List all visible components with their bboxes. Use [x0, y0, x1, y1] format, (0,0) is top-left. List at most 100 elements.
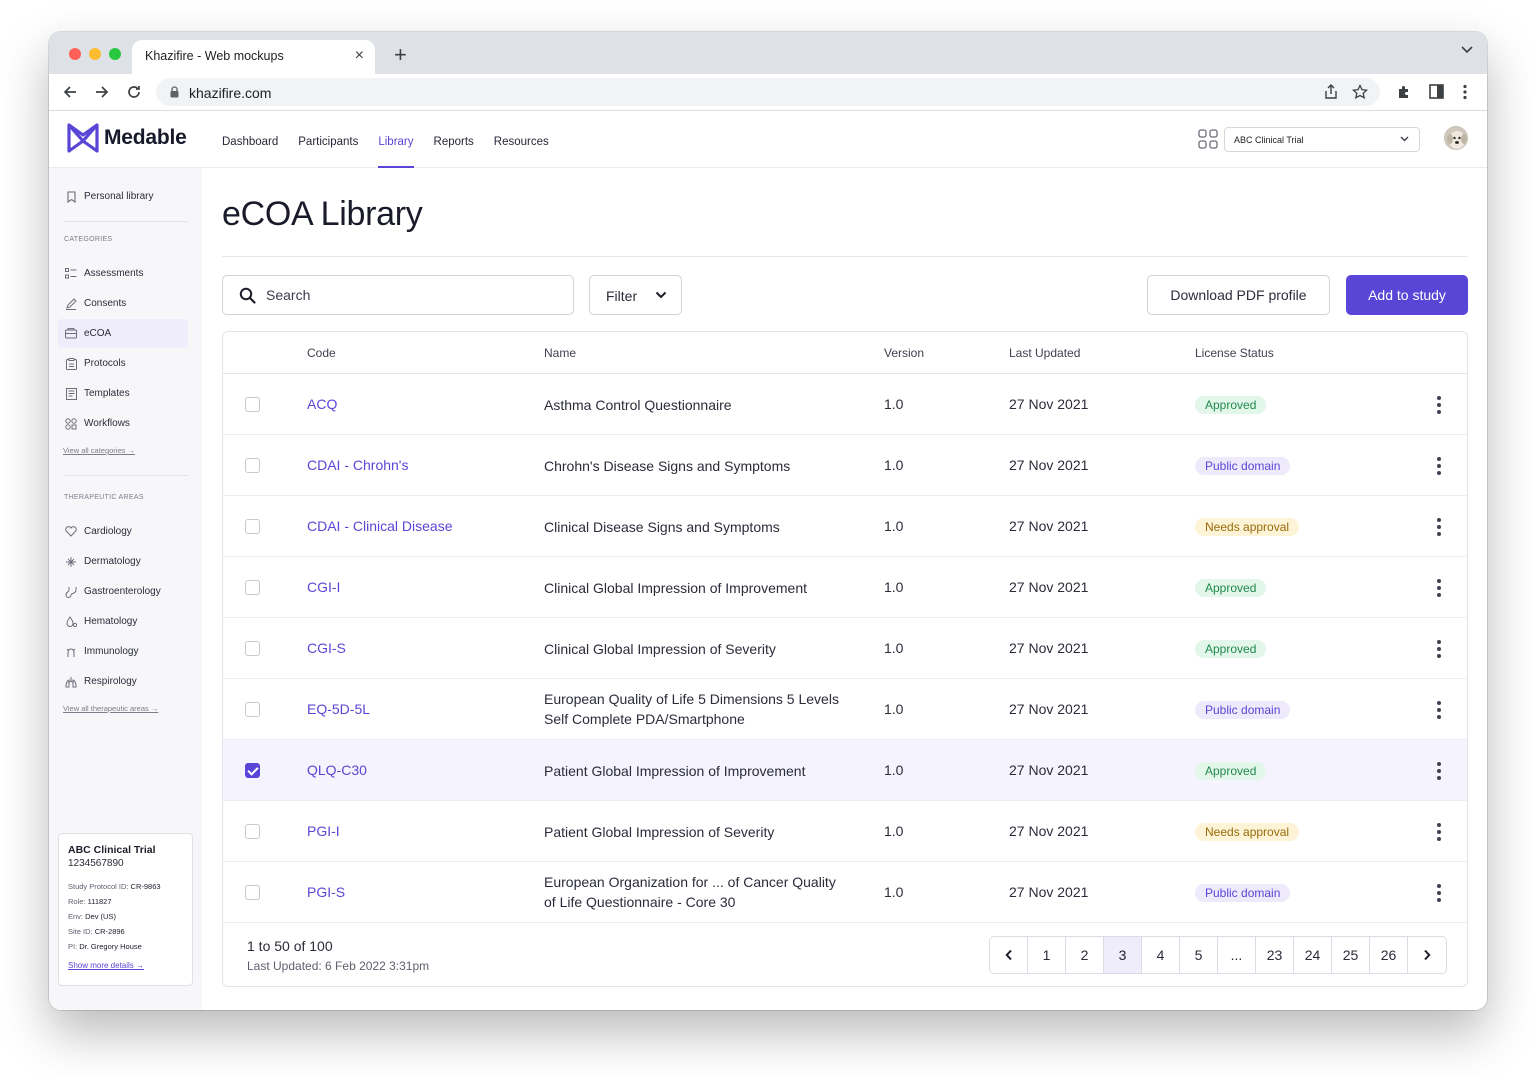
- pagination-page[interactable]: 3: [1104, 937, 1142, 973]
- row-code-link[interactable]: CDAI - Chrohn's: [307, 457, 409, 473]
- table-row[interactable]: CDAI - Clinical Disease Clinical Disease …: [223, 496, 1467, 557]
- row-code-link[interactable]: EQ-5D-5L: [307, 701, 371, 717]
- new-tab-icon[interactable]: +: [394, 42, 407, 67]
- sidebar-item-templates[interactable]: Templates: [58, 379, 188, 408]
- table-row[interactable]: CGI-I Clinical Global Impression of Impro…: [223, 557, 1467, 618]
- nav-item-participants[interactable]: Participants: [298, 136, 359, 148]
- sidebar-item-consents[interactable]: Consents: [58, 289, 188, 318]
- close-window-button[interactable]: [69, 48, 81, 60]
- row-more-menu-icon[interactable]: [1434, 518, 1444, 536]
- pagination-page[interactable]: 2: [1066, 937, 1104, 973]
- row-code-link[interactable]: PGI-I: [307, 823, 340, 839]
- pagination-page[interactable]: 23: [1256, 937, 1294, 973]
- sidebar-item-cardiology[interactable]: Cardiology: [58, 517, 188, 546]
- sidebar-item-assessments[interactable]: Assessments: [58, 259, 188, 288]
- pagination-page[interactable]: 25: [1332, 937, 1370, 973]
- download-pdf-button[interactable]: Download PDF profile: [1147, 275, 1330, 315]
- pagination-page[interactable]: 4: [1142, 937, 1180, 973]
- row-checkbox[interactable]: [245, 580, 260, 595]
- pagination-next-button[interactable]: [1408, 937, 1446, 973]
- table-row[interactable]: PGI-I Patient Global Impression of Severi…: [223, 801, 1467, 862]
- search-field[interactable]: [222, 275, 574, 315]
- show-more-details-link[interactable]: Show more details →: [68, 961, 145, 970]
- table-row[interactable]: EQ-5D-5L European Quality of Life 5 Dimen…: [223, 679, 1467, 740]
- app-grid-icon[interactable]: [1198, 129, 1218, 149]
- sidebar-item-dermatology[interactable]: Dermatology: [58, 547, 188, 576]
- table-row[interactable]: CDAI - Chrohn's Chrohn's Disease Signs an…: [223, 435, 1467, 496]
- table-row[interactable]: ACQ Asthma Control Questionnaire 1.0 27 Nov…: [223, 374, 1467, 435]
- close-tab-icon[interactable]: ×: [354, 47, 364, 64]
- search-input[interactable]: [266, 276, 566, 314]
- row-code-link[interactable]: QLQ-C30: [307, 762, 367, 778]
- table-row[interactable]: CGI-S Clinical Global Impression of Sever…: [223, 618, 1467, 679]
- pagination-prev-button[interactable]: [990, 937, 1028, 973]
- browser-menu-icon[interactable]: [1463, 84, 1467, 100]
- view-all-areas-link[interactable]: View all therapeutic areas →: [63, 704, 159, 713]
- back-arrow-icon[interactable]: [62, 84, 78, 100]
- sidebar-item-personal-library[interactable]: Personal library: [58, 182, 188, 211]
- row-code-link[interactable]: PGI-S: [307, 884, 346, 900]
- trial-select[interactable]: ABC Clinical Trial: [1224, 127, 1420, 152]
- row-more-menu-icon[interactable]: [1434, 396, 1444, 414]
- sidebar-item-gastroenterology[interactable]: Gastroenterology: [58, 577, 188, 606]
- column-header-code[interactable]: Code: [307, 346, 336, 360]
- add-to-study-button[interactable]: Add to study: [1346, 275, 1468, 315]
- row-checkbox[interactable]: [245, 885, 260, 900]
- row-code-link[interactable]: CDAI - Clinical Disease: [307, 518, 453, 534]
- row-more-menu-icon[interactable]: [1434, 640, 1444, 658]
- table-row[interactable]: PGI-S European Organization for ... of Ca…: [223, 862, 1467, 923]
- brand-logo[interactable]: Medable: [67, 123, 187, 153]
- row-more-menu-icon[interactable]: [1434, 762, 1444, 780]
- side-panel-icon[interactable]: [1429, 84, 1444, 99]
- row-more-menu-icon[interactable]: [1434, 701, 1444, 719]
- sidebar-item-workflows[interactable]: Workflows: [58, 409, 188, 438]
- reload-icon[interactable]: [126, 84, 142, 100]
- pagination-page[interactable]: 5: [1180, 937, 1218, 973]
- row-more-menu-icon[interactable]: [1434, 579, 1444, 597]
- tab-search-chevron-icon[interactable]: [1461, 46, 1473, 54]
- sidebar: Personal library CATEGORIES Assessments C…: [49, 168, 202, 1010]
- row-code-link[interactable]: CGI-I: [307, 579, 341, 595]
- address-bar[interactable]: khazifire.com: [156, 78, 1380, 106]
- table-row[interactable]: QLQ-C30 Patient Global Impression of Impr…: [223, 740, 1467, 801]
- column-header-name[interactable]: Name: [544, 346, 577, 360]
- nav-item-reports[interactable]: Reports: [433, 136, 474, 148]
- forward-arrow-icon[interactable]: [94, 84, 110, 100]
- sidebar-item-immunology[interactable]: Immunology: [58, 637, 188, 666]
- minimize-window-button[interactable]: [89, 48, 101, 60]
- row-more-menu-icon[interactable]: [1434, 884, 1444, 902]
- column-header-license-status[interactable]: License Status: [1195, 346, 1274, 360]
- row-checkbox[interactable]: [245, 519, 260, 534]
- pagination-page[interactable]: 26: [1370, 937, 1408, 973]
- row-checkbox[interactable]: [245, 824, 260, 839]
- nav-item-dashboard[interactable]: Dashboard: [222, 136, 279, 148]
- pagination-page[interactable]: 24: [1294, 937, 1332, 973]
- row-checkbox[interactable]: [245, 641, 260, 656]
- row-checkbox[interactable]: [245, 702, 260, 717]
- user-avatar[interactable]: [1444, 126, 1468, 150]
- share-icon[interactable]: [1324, 84, 1338, 100]
- column-header-version[interactable]: Version: [884, 346, 925, 360]
- bookmark-star-icon[interactable]: [1352, 84, 1368, 100]
- sidebar-item-ecoa[interactable]: eCOA: [58, 319, 188, 348]
- maximize-window-button[interactable]: [109, 48, 121, 60]
- nav-item-resources[interactable]: Resources: [493, 136, 549, 148]
- row-checkbox[interactable]: [245, 397, 260, 412]
- browser-tab[interactable]: Khazifire - Web mockups ×: [132, 40, 375, 74]
- row-more-menu-icon[interactable]: [1434, 457, 1444, 475]
- view-all-categories-link[interactable]: View all categories →: [63, 446, 135, 455]
- sidebar-item-protocols[interactable]: Protocols: [58, 349, 188, 378]
- extensions-puzzle-icon[interactable]: [1396, 84, 1412, 100]
- row-code-link[interactable]: ACQ: [307, 396, 338, 412]
- row-more-menu-icon[interactable]: [1434, 823, 1444, 841]
- row-code-link[interactable]: CGI-S: [307, 640, 346, 656]
- sidebar-item-respirology[interactable]: Respirology: [58, 667, 188, 696]
- row-checkbox[interactable]: [245, 458, 260, 473]
- row-checkbox[interactable]: [245, 763, 260, 778]
- table-header: Code Name Version Last Updated License S…: [223, 332, 1467, 374]
- pagination-page[interactable]: 1: [1028, 937, 1066, 973]
- nav-item-library[interactable]: Library: [378, 111, 414, 168]
- column-header-last-updated[interactable]: Last Updated: [1009, 346, 1081, 360]
- sidebar-item-hematology[interactable]: Hematology: [58, 607, 188, 636]
- filter-button[interactable]: Filter: [589, 275, 682, 315]
